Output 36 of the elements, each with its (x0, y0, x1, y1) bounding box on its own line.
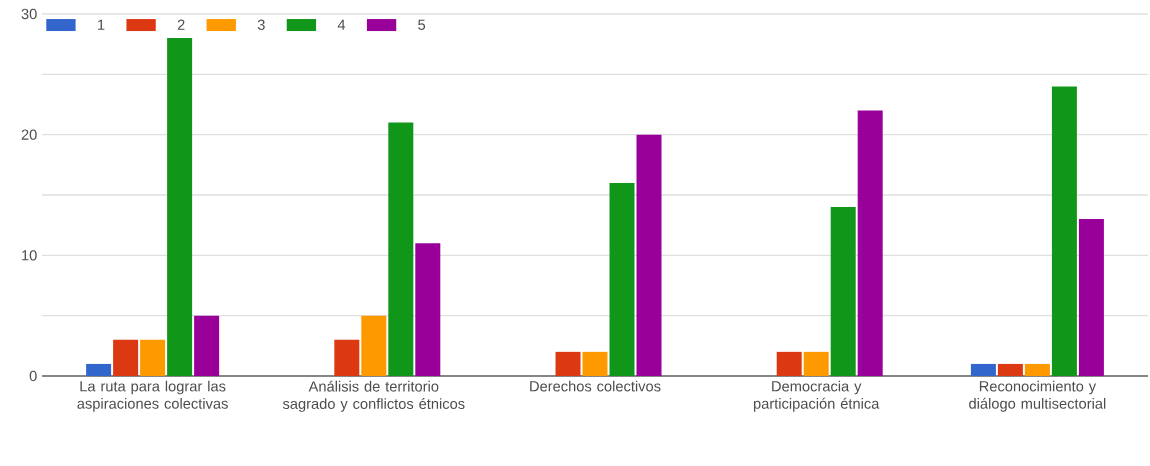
bar (1051, 86, 1077, 376)
bar (86, 363, 112, 376)
bar (609, 182, 635, 376)
bar (334, 339, 360, 376)
bar (970, 363, 996, 376)
bar (803, 351, 829, 376)
bar (415, 243, 441, 376)
bar (1078, 219, 1104, 376)
bar (830, 207, 856, 376)
legend-label: 3 (257, 19, 265, 30)
y-tick-label: 30 (21, 8, 37, 20)
legend-label: 5 (418, 19, 426, 30)
bar (194, 315, 220, 376)
bar (582, 351, 608, 376)
bar (555, 351, 581, 376)
x-tick-label: Derechos colectivos (530, 380, 661, 392)
legend-label: 4 (337, 19, 346, 30)
y-tick-label: 0 (29, 370, 37, 382)
legend-label: 2 (177, 19, 185, 30)
bar (857, 110, 883, 376)
bar (776, 351, 802, 376)
y-tick-label: 20 (21, 129, 37, 140)
bar (636, 134, 662, 376)
bar (361, 315, 387, 376)
bar (1024, 363, 1050, 376)
bar (140, 339, 166, 376)
bar (997, 363, 1023, 376)
x-tick-label: La ruta para lograr las aspiraciones colectivas (77, 380, 228, 412)
bar (113, 339, 139, 376)
legend-label: 1 (98, 19, 105, 30)
x-tick-label: Análisis de territorio sagrado y conflictos étnicos (282, 380, 465, 412)
y-tick-label: 10 (22, 250, 37, 261)
x-tick-label: Democracia y participación étnica (753, 380, 880, 412)
bar (167, 38, 193, 376)
bar (388, 122, 414, 376)
x-tick-label: Reconocimiento y diálogo multisectorial (969, 380, 1106, 412)
